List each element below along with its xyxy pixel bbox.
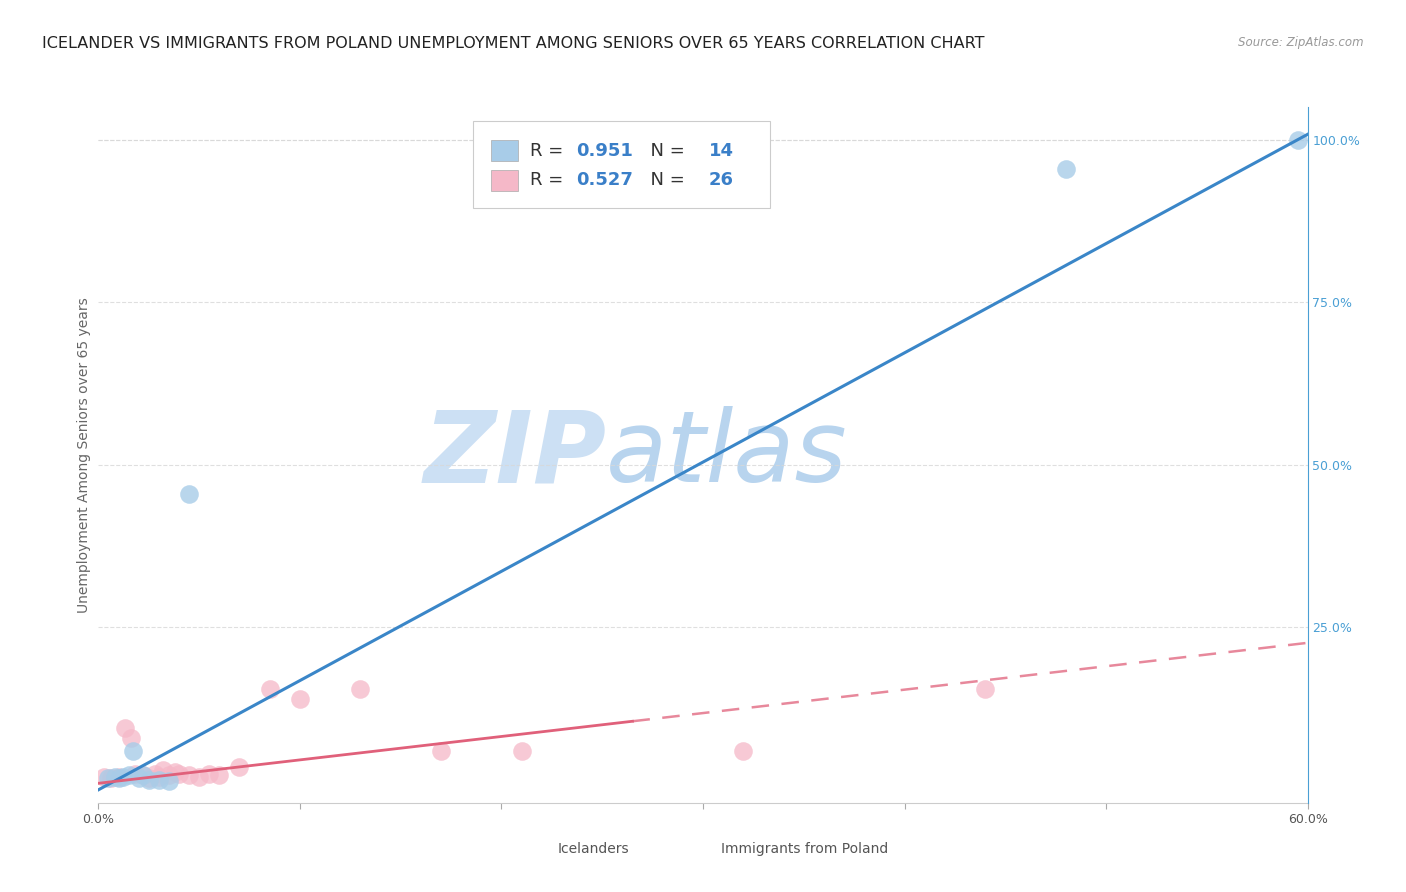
Text: atlas: atlas: [606, 407, 848, 503]
Point: [118, 768, 141, 782]
Point: [163, 764, 186, 779]
Point: [148, 772, 170, 787]
Point: [198, 766, 221, 780]
Point: [103, 770, 125, 784]
Point: [510, 744, 533, 758]
Point: [143, 766, 166, 780]
Bar: [690, 841, 716, 858]
Text: ZIP: ZIP: [423, 407, 606, 503]
Point: [120, 731, 142, 745]
Point: [288, 691, 311, 706]
Point: [167, 766, 190, 780]
Point: [228, 760, 250, 774]
Text: ICELANDER VS IMMIGRANTS FROM POLAND UNEMPLOYMENT AMONG SENIORS OVER 65 YEARS COR: ICELANDER VS IMMIGRANTS FROM POLAND UNEM…: [42, 36, 984, 51]
Bar: [492, 169, 517, 191]
Point: [121, 744, 143, 758]
Y-axis label: Unemployment Among Seniors over 65 years: Unemployment Among Seniors over 65 years: [77, 297, 91, 613]
Point: [132, 768, 155, 782]
Point: [107, 770, 129, 784]
FancyBboxPatch shape: [474, 121, 769, 208]
Point: [188, 770, 211, 784]
Point: [349, 681, 371, 696]
Text: R =: R =: [530, 171, 569, 189]
Point: [138, 772, 160, 787]
Point: [179, 487, 201, 501]
Text: N =: N =: [638, 171, 690, 189]
Bar: [527, 841, 553, 858]
Text: 0.527: 0.527: [576, 171, 633, 189]
Point: [259, 681, 281, 696]
Point: [1054, 161, 1077, 176]
Point: [1286, 132, 1309, 146]
Point: [152, 764, 174, 778]
Point: [114, 721, 136, 735]
Bar: [492, 140, 517, 161]
Point: [157, 768, 180, 782]
Point: [97, 771, 120, 785]
Point: [128, 771, 150, 785]
Point: [179, 768, 201, 782]
Point: [148, 770, 170, 784]
Point: [107, 771, 129, 785]
Text: 14: 14: [709, 142, 734, 160]
Point: [138, 771, 160, 785]
Text: 0.951: 0.951: [576, 142, 633, 160]
Point: [208, 768, 231, 782]
Point: [132, 768, 155, 782]
Point: [157, 774, 180, 789]
Text: R =: R =: [530, 142, 569, 160]
Point: [124, 766, 146, 780]
Point: [733, 744, 755, 758]
Point: [430, 744, 453, 758]
Text: 26: 26: [709, 171, 734, 189]
Point: [111, 770, 134, 784]
Text: Immigrants from Poland: Immigrants from Poland: [721, 842, 889, 856]
Point: [974, 681, 997, 696]
Point: [100, 771, 122, 785]
Text: N =: N =: [638, 142, 690, 160]
Text: Source: ZipAtlas.com: Source: ZipAtlas.com: [1239, 36, 1364, 49]
Text: Icelanders: Icelanders: [558, 842, 630, 856]
Point: [93, 770, 115, 784]
